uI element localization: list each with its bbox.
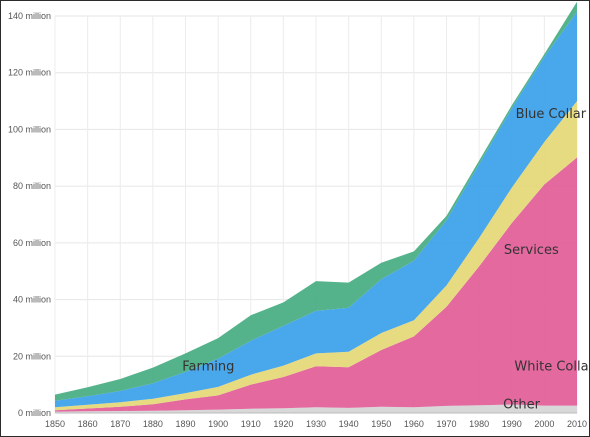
y-tick-label: 60 million: [13, 238, 51, 248]
x-tick-label: 1930: [306, 419, 326, 429]
x-tick-label: 1880: [143, 419, 163, 429]
area-blue-collar[interactable]: [55, 11, 577, 408]
x-tick-label: 1960: [404, 419, 424, 429]
area-other[interactable]: [55, 404, 577, 414]
y-tick-label: 140 million: [8, 11, 51, 21]
x-tick-label: 1950: [371, 419, 391, 429]
x-tick-label: 1890: [175, 419, 195, 429]
area-white-collar[interactable]: [55, 157, 577, 412]
y-tick-label: 40 million: [13, 295, 51, 305]
series-areas: [55, 1, 577, 414]
x-tick-label: 1920: [273, 419, 293, 429]
x-tick-label: 1850: [45, 419, 65, 429]
series-label-white-collar: White Collar: [514, 359, 590, 374]
x-tick-label: 2010: [567, 419, 587, 429]
y-tick-label: 80 million: [13, 181, 51, 191]
y-tick-label: 120 million: [8, 68, 51, 78]
x-tick-label: 1990: [502, 419, 522, 429]
area-services[interactable]: [55, 101, 577, 411]
x-tick-label: 1900: [208, 419, 228, 429]
x-tick-label: 1860: [78, 419, 98, 429]
x-tick-label: 1870: [110, 419, 130, 429]
series-labels: Other White Collar Services Blue Collar Farm…: [182, 107, 590, 413]
x-tick-label: 1910: [241, 419, 261, 429]
y-tick-label: 20 million: [13, 351, 51, 361]
x-axis: 1850 1860 1870 1880 1890 1900 1910 1920 1930 1940…: [45, 412, 587, 429]
series-label-farming: Farming: [182, 359, 234, 374]
x-tick-label: 1970: [436, 419, 456, 429]
y-tick-label: 100 million: [8, 124, 51, 134]
series-label-other: Other: [503, 398, 541, 413]
x-tick-label: 1980: [469, 419, 489, 429]
y-tick-label: 0 million: [18, 408, 51, 418]
y-axis: 0 million 20 million 40 million 60 million 8…: [8, 11, 51, 418]
x-tick-label: 2000: [534, 419, 554, 429]
series-label-services: Services: [504, 243, 559, 258]
x-tick-label: 1940: [339, 419, 359, 429]
series-label-blue-collar: Blue Collar: [516, 107, 587, 122]
